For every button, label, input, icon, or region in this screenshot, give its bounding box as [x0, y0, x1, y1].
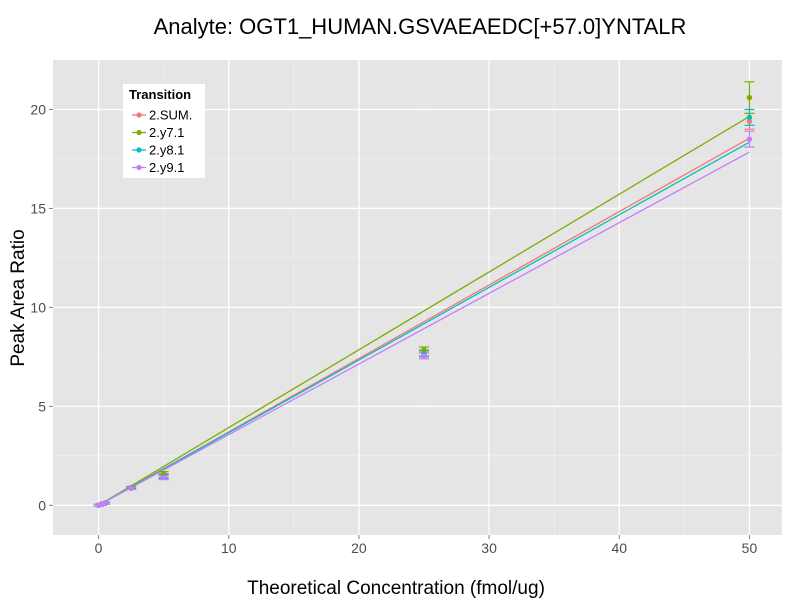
x-axis-title: Theoretical Concentration (fmol/ug) — [247, 578, 545, 599]
y-tick-label: 5 — [38, 398, 46, 414]
x-tick-label: 50 — [742, 540, 758, 556]
legend-background — [123, 84, 205, 178]
legend-label: 2.y8.1 — [149, 143, 184, 158]
x-tick-label: 40 — [611, 540, 627, 556]
data-point — [746, 118, 753, 125]
axis-ticks: 0 10 20 30 40 50 0 5 10 15 20 — [30, 101, 757, 556]
fit-lines — [98, 115, 750, 506]
data-points — [95, 94, 753, 509]
fit-line — [98, 151, 750, 506]
data-point — [746, 114, 753, 121]
data-point — [421, 347, 427, 353]
legend-key-point — [136, 164, 142, 171]
x-tick-label: 10 — [221, 540, 237, 556]
data-point — [421, 353, 427, 359]
data-point — [128, 485, 134, 492]
chart-title: Analyte: OGT1_HUMAN.GSVAEAEDC[+57.0]YNTA… — [154, 14, 687, 39]
legend-label: 2.y9.1 — [149, 160, 184, 175]
fit-line — [98, 141, 750, 506]
y-tick-label: 15 — [30, 200, 46, 216]
legend-label: 2.SUM. — [149, 108, 192, 123]
y-tick-label: 10 — [30, 299, 46, 315]
data-point — [746, 136, 753, 142]
legend-key-point — [136, 147, 142, 153]
fit-line — [98, 115, 750, 506]
legend-key-point — [136, 112, 142, 118]
data-point — [746, 94, 753, 101]
data-point — [160, 474, 167, 481]
legend: Transition 2.SUM. 2.y7.1 2.y8.1 2.y9.1 — [123, 84, 205, 178]
legend-label: 2.y7.1 — [149, 125, 184, 140]
legend-title: Transition — [129, 87, 191, 102]
data-point — [102, 500, 108, 507]
legend-key-point — [136, 129, 142, 136]
x-tick-label: 20 — [351, 540, 367, 556]
y-tick-label: 0 — [38, 497, 46, 513]
y-axis-title: Peak Area Ratio — [8, 229, 29, 366]
x-tick-label: 0 — [95, 540, 103, 556]
y-tick-label: 20 — [30, 101, 46, 117]
x-tick-label: 30 — [481, 540, 497, 556]
